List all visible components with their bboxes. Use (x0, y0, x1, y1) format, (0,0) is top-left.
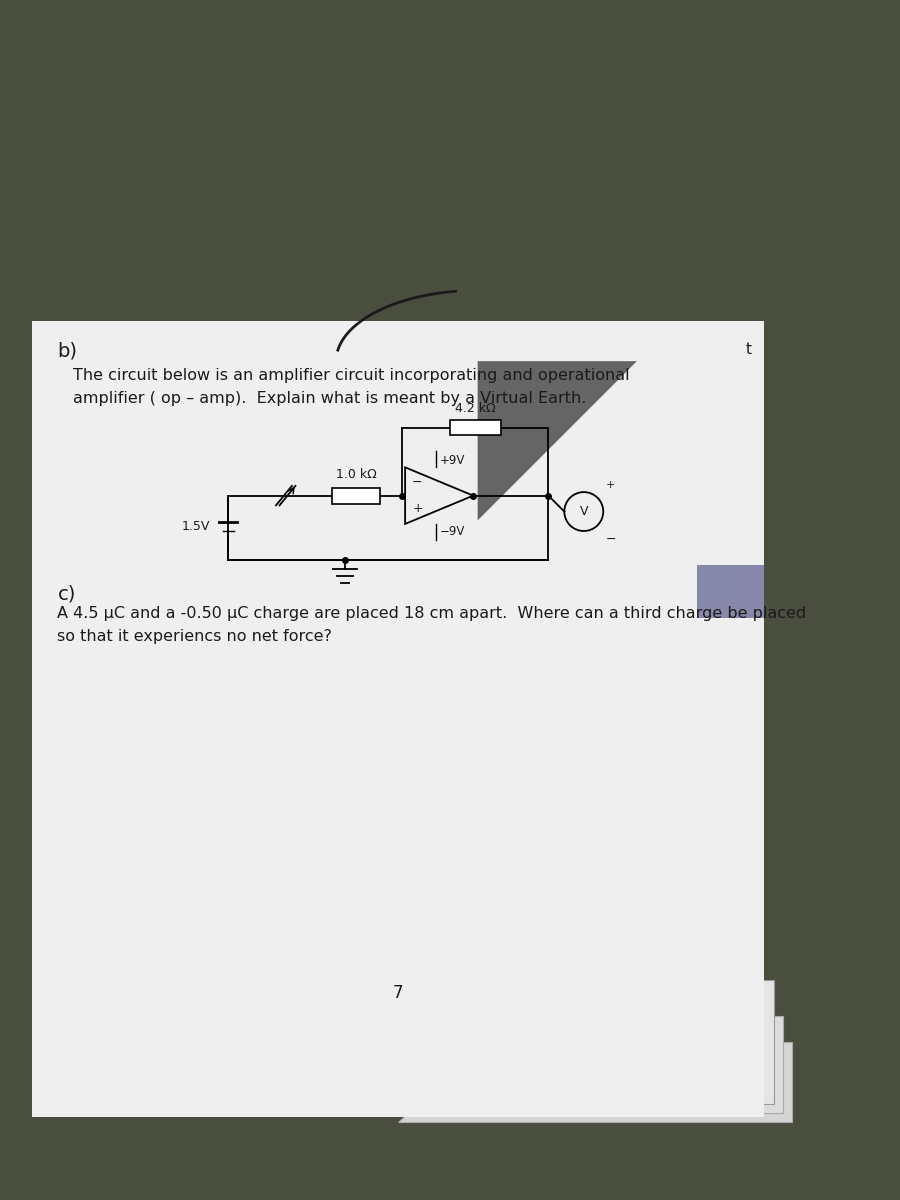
Text: +: + (606, 480, 616, 491)
Text: amplifier ( op – amp).  Explain what is meant by a Virtual Earth.: amplifier ( op – amp). Explain what is m… (73, 391, 586, 407)
Text: −: − (606, 533, 616, 546)
Text: The circuit below is an amplifier circuit incorporating and operational: The circuit below is an amplifier circui… (73, 368, 629, 383)
Text: −9V: −9V (439, 524, 464, 538)
Text: 1.0 kΩ: 1.0 kΩ (336, 468, 376, 480)
Text: so that it experiencs no net force?: so that it experiencs no net force? (58, 629, 332, 644)
Bar (450, 420, 501, 436)
Text: 1.5V: 1.5V (182, 520, 211, 533)
Text: V: V (580, 505, 588, 518)
Text: +: + (412, 502, 423, 515)
Polygon shape (389, 980, 774, 1104)
Bar (332, 487, 381, 504)
Text: c): c) (58, 584, 76, 604)
Polygon shape (393, 1015, 783, 1114)
Text: 4.2 kΩ: 4.2 kΩ (455, 402, 496, 415)
Bar (697, 565, 764, 618)
Bar (32, 322, 764, 1117)
Text: −: − (412, 476, 423, 490)
Text: b): b) (58, 342, 77, 361)
Text: t: t (746, 342, 751, 356)
Text: +9V: +9V (439, 454, 464, 467)
Text: 7: 7 (392, 984, 403, 1002)
Polygon shape (398, 1043, 792, 1122)
Text: A 4.5 μC and a -0.50 μC charge are placed 18 cm apart.  Where can a third charge: A 4.5 μC and a -0.50 μC charge are place… (58, 606, 806, 622)
Polygon shape (478, 361, 637, 521)
